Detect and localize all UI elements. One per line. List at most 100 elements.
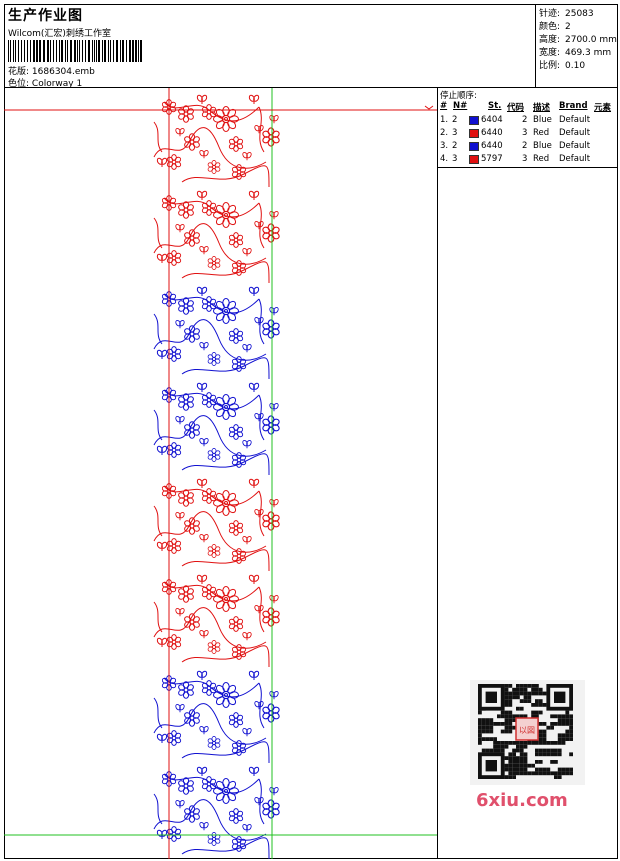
stats-panel: 针迹: 25083 颜色: 2 高度: 2700.0 mm 宽度: 469.3 mm 比… bbox=[536, 4, 618, 88]
flower-motif bbox=[200, 296, 218, 312]
bud-motif bbox=[253, 700, 265, 710]
col-header-brand: Brand bbox=[559, 101, 588, 111]
vine-stem bbox=[153, 799, 267, 841]
panel-divider bbox=[437, 168, 438, 859]
qr-code-image: 以図 bbox=[470, 680, 585, 785]
stop-row: 1. 2 6404 2 Blue Default bbox=[440, 115, 591, 125]
flower-motif bbox=[177, 777, 195, 795]
stat-height: 高度: 2700.0 mm bbox=[539, 35, 617, 45]
design-file-row: 花版: 1686304.emb bbox=[8, 64, 95, 77]
flower-motif bbox=[200, 680, 218, 696]
flower-motif bbox=[227, 520, 245, 536]
bud-motif bbox=[174, 511, 186, 521]
page-title: 生产作业图 bbox=[8, 8, 83, 24]
bud-motif bbox=[247, 381, 261, 393]
bud-motif bbox=[195, 573, 209, 585]
bud-motif bbox=[268, 594, 280, 604]
stop-sequence-caption: 停止顺序: bbox=[440, 91, 477, 101]
bud-motif bbox=[253, 796, 265, 806]
flower-motif bbox=[213, 682, 239, 708]
vine-stem bbox=[153, 319, 267, 361]
vine-stem bbox=[258, 394, 265, 441]
bud-motif bbox=[174, 703, 186, 713]
flower-motif bbox=[213, 202, 239, 228]
bud-motif bbox=[198, 533, 210, 543]
bud-motif bbox=[198, 821, 210, 831]
bud-motif bbox=[247, 93, 261, 105]
bud-motif bbox=[253, 124, 265, 134]
bud-motif bbox=[155, 828, 169, 840]
vine-stem bbox=[258, 106, 265, 153]
bud-motif bbox=[174, 127, 186, 137]
vine-stem bbox=[153, 793, 163, 825]
bud-motif bbox=[195, 669, 209, 681]
flower-motif bbox=[206, 544, 222, 558]
colorway-label: 色位: bbox=[8, 79, 30, 89]
stat-width: 宽度: 469.3 mm bbox=[539, 48, 612, 58]
bud-motif bbox=[195, 285, 209, 297]
embroidery-pattern bbox=[153, 93, 281, 859]
bud-motif bbox=[253, 220, 265, 230]
bud-motif bbox=[253, 412, 265, 422]
flower-motif bbox=[227, 136, 245, 152]
vine-stem bbox=[258, 682, 265, 729]
bud-motif bbox=[241, 535, 253, 545]
flower-motif bbox=[200, 584, 218, 600]
bud-motif bbox=[195, 765, 209, 777]
bud-motif bbox=[247, 669, 261, 681]
bud-motif bbox=[268, 690, 280, 700]
page-frame bbox=[4, 4, 618, 859]
flower-motif bbox=[230, 164, 248, 180]
bud-motif bbox=[268, 402, 280, 412]
flower-motif bbox=[177, 393, 195, 411]
flower-motif bbox=[206, 640, 222, 654]
colorway-row: 色位: Colorway 1 bbox=[8, 76, 82, 89]
vine-stem bbox=[153, 505, 163, 537]
bud-motif bbox=[253, 604, 265, 614]
vine-stem bbox=[153, 697, 163, 729]
stop-row: 2. 3 6440 3 Red Default bbox=[440, 128, 591, 138]
bud-motif bbox=[155, 540, 169, 552]
bud-motif bbox=[247, 189, 261, 201]
vine-stem bbox=[153, 409, 163, 441]
bud-motif bbox=[241, 343, 253, 353]
flower-motif bbox=[206, 352, 222, 366]
bud-motif bbox=[268, 306, 280, 316]
vine-stem bbox=[181, 837, 270, 859]
color-swatch bbox=[469, 155, 479, 164]
corner-marker bbox=[424, 105, 434, 110]
flower-motif bbox=[177, 681, 195, 699]
vine-stem bbox=[153, 223, 267, 265]
bud-motif bbox=[241, 247, 253, 257]
flower-motif bbox=[213, 394, 239, 420]
vine-stem bbox=[258, 490, 265, 537]
vine-stem bbox=[258, 202, 265, 249]
flower-motif bbox=[206, 736, 222, 750]
col-header-stitches: St. bbox=[488, 101, 502, 111]
bud-motif bbox=[253, 508, 265, 518]
stat-colors: 颜色: 2 bbox=[539, 22, 571, 32]
bud-motif bbox=[155, 444, 169, 456]
bud-motif bbox=[174, 799, 186, 809]
bud-motif bbox=[155, 348, 169, 360]
flower-motif bbox=[230, 644, 248, 660]
flower-motif bbox=[177, 105, 195, 123]
bud-motif bbox=[198, 149, 210, 159]
flower-motif bbox=[261, 799, 281, 819]
vine-stem bbox=[258, 586, 265, 633]
bud-motif bbox=[174, 607, 186, 617]
vine-stem bbox=[153, 415, 267, 457]
flower-motif bbox=[230, 836, 248, 852]
flower-motif bbox=[227, 232, 245, 248]
bud-motif bbox=[195, 477, 209, 489]
vine-stem bbox=[153, 607, 267, 649]
flower-motif bbox=[206, 448, 222, 462]
flower-motif bbox=[206, 160, 222, 174]
bud-motif bbox=[198, 341, 210, 351]
vine-stem bbox=[258, 298, 265, 345]
bud-motif bbox=[155, 732, 169, 744]
flower-motif bbox=[261, 319, 281, 339]
col-header-index: # bbox=[440, 101, 448, 111]
flower-motif bbox=[227, 616, 245, 632]
vine-stem bbox=[153, 313, 163, 345]
